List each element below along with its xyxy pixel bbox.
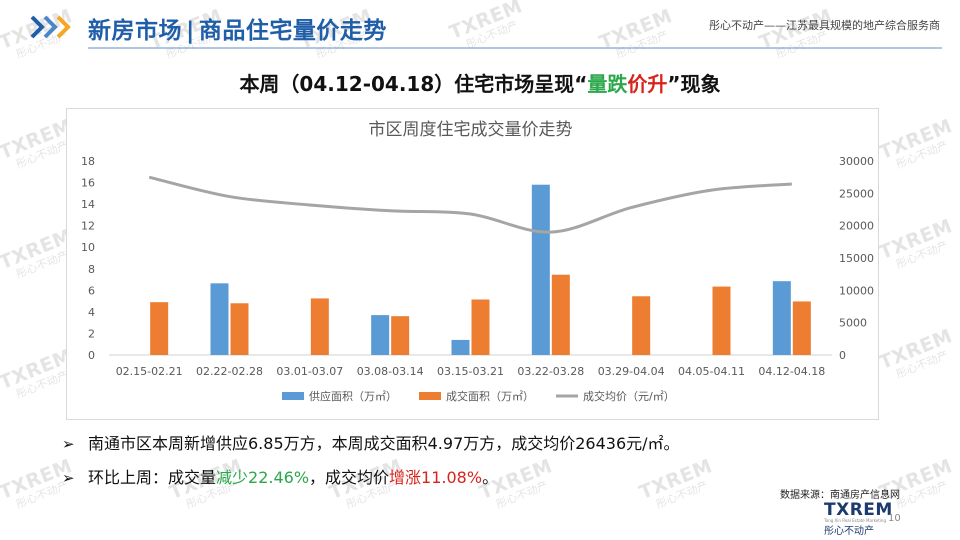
company-tagline: 彤心不动产——江苏最具规模的地产综合服务商 (709, 19, 940, 32)
bullet-item: ➢ 环比上周：成交量减少22.46%，成交均价增涨11.08%。 (62, 466, 680, 500)
y-left-tick-label: 4 (88, 306, 95, 319)
supply-bar (371, 315, 390, 355)
y-right-tick-label: 10000 (839, 284, 874, 297)
chart-title: 市区周度住宅成交量价走势 (369, 120, 573, 140)
y-right-tick-label: 20000 (839, 220, 874, 233)
x-tick-label: 02.22-02.28 (196, 365, 263, 378)
supply-bar (531, 184, 550, 355)
transaction-bar (391, 316, 410, 355)
supply-bar (210, 283, 229, 355)
transaction-bar (712, 286, 731, 355)
y-left-tick-label: 6 (88, 284, 95, 297)
weekly-trend-chart: 市区周度住宅成交量价走势 0 2 4 6 8 10 12 14 16 18 0 5000 10000 150… (81, 120, 874, 403)
company-logo: TXREM Tong Xin Real Estate Marketing 彤心不… (820, 500, 900, 537)
y-left-tick-label: 2 (88, 327, 95, 340)
y-left-tick-label: 18 (81, 155, 95, 168)
legend-label: 成交面积（万㎡） (446, 389, 534, 403)
logo-subtitle: 彤心不动产 (824, 526, 874, 537)
x-tick-label: 03.01-03.07 (276, 365, 343, 378)
logo-tagline: Tong Xin Real Estate Marketing (824, 518, 886, 523)
summary-bullets: ➢ 南通市区本周新增供应6.85万方，本周成交面积4.97万方，成交均价2643… (62, 432, 680, 500)
logo-wordmark: TXREM (824, 500, 893, 520)
transaction-bar (150, 302, 169, 355)
y-left-tick-label: 0 (88, 349, 95, 362)
page-title: 新房市场 | 商品住宅量价走势 (88, 18, 387, 44)
y-right-tick-label: 5000 (839, 317, 867, 330)
y-right-tick-label: 30000 (839, 155, 874, 168)
supply-bar (451, 339, 470, 355)
transaction-bar (792, 301, 811, 355)
data-source: 数据来源：南通房产信息网 (780, 490, 900, 501)
y-right-tick-label: 25000 (839, 187, 874, 200)
y-left-tick-label: 12 (81, 220, 95, 233)
x-tick-label: 02.15-02.21 (116, 365, 183, 378)
header: 新房市场 | 商品住宅量价走势 彤心不动产——江苏最具规模的地产综合服务商 (0, 0, 960, 52)
y-left-tick-label: 14 (81, 198, 95, 211)
transaction-bar (551, 274, 570, 355)
x-tick-label: 04.05-04.11 (678, 365, 745, 378)
legend-swatch (419, 392, 441, 400)
x-tick-label: 03.29-04.04 (598, 365, 665, 378)
transaction-bar (310, 298, 329, 355)
legend-label: 成交均价（元/㎡） (583, 389, 675, 403)
x-tick-label: 04.12-04.18 (758, 365, 825, 378)
bullet-item: ➢ 南通市区本周新增供应6.85万方，本周成交面积4.97万方，成交均价2643… (62, 432, 680, 466)
y-right-tick-label: 0 (839, 349, 846, 362)
y-left-tick-label: 8 (88, 263, 95, 276)
chart-panel: 市区周度住宅成交量价走势 0 2 4 6 8 10 12 14 16 18 0 5000 10000 150… (66, 108, 879, 420)
header-divider (88, 47, 942, 49)
arrow-bullet-icon: ➢ (62, 469, 75, 487)
y-left-tick-label: 10 (81, 241, 95, 254)
transaction-bar (632, 296, 651, 355)
y-right-tick-label: 15000 (839, 252, 874, 265)
x-tick-label: 03.15-03.21 (437, 365, 504, 378)
legend-swatch (282, 392, 304, 400)
x-tick-label: 03.22-03.28 (517, 365, 584, 378)
headline: 本周（04.12-04.18）住宅市场呈现“量跌价升”现象 (239, 72, 721, 96)
transaction-bar (230, 303, 249, 355)
chevron-arrows-icon (30, 15, 71, 39)
y-left-tick-label: 16 (81, 177, 95, 190)
arrow-bullet-icon: ➢ (62, 435, 75, 453)
average-price-line (148, 175, 792, 234)
x-tick-label: 03.08-03.14 (357, 365, 424, 378)
page-number: 10 (888, 513, 901, 524)
transaction-bar (471, 299, 490, 355)
legend-label: 供应面积（万㎡） (309, 389, 397, 403)
supply-bar (772, 281, 791, 355)
